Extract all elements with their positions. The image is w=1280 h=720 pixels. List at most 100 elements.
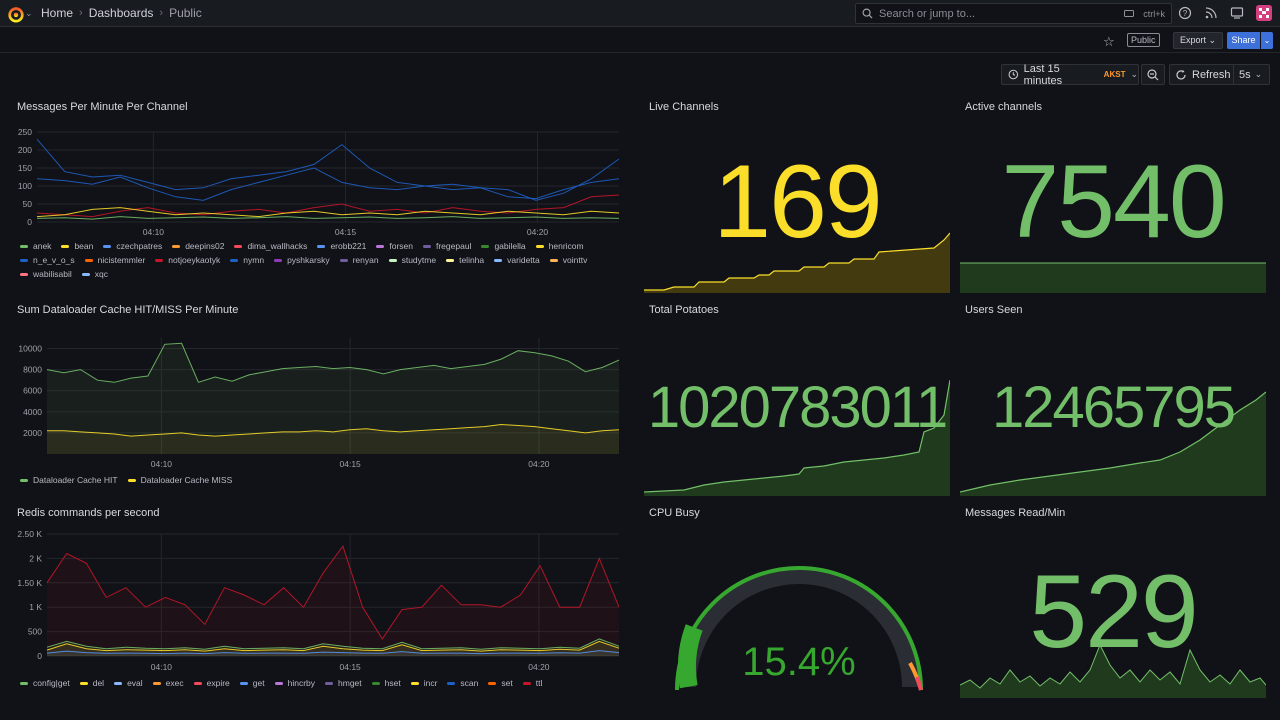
legend-swatch	[494, 258, 503, 262]
legend-swatch	[20, 272, 28, 276]
legend-item[interactable]: dima_wallhacks	[234, 241, 307, 251]
legend-item[interactable]: renyan	[339, 255, 379, 265]
legend-item[interactable]: del	[79, 678, 104, 688]
legend-item[interactable]: exec	[152, 678, 184, 688]
legend-swatch	[239, 681, 248, 685]
legend-item[interactable]: notjoeykaotyk	[155, 255, 220, 265]
y-tick-label: 2000	[23, 428, 42, 438]
export-button[interactable]: Export ⌄	[1173, 32, 1224, 49]
legend-label: fregepaul	[435, 241, 472, 251]
panel-title-messages-per-minute[interactable]: Messages Per Minute Per Channel	[17, 101, 188, 113]
legend-swatch	[20, 478, 28, 482]
star-icon[interactable]: ☆	[1103, 34, 1115, 49]
grafana-logo-icon[interactable]	[7, 5, 25, 23]
series-area	[47, 546, 619, 656]
legend-item[interactable]: studytme	[388, 255, 436, 265]
legend-item[interactable]: Dataloader Cache MISS	[127, 475, 233, 485]
redis-commands-chart[interactable]: 2.50 K 2 K 1.50 K 1 K 500 0 04:10 04:15 04:20	[10, 527, 625, 673]
legend-item[interactable]: nymn	[230, 255, 264, 265]
legend-label: erobb221	[330, 241, 367, 251]
y-tick-label: 4000	[23, 407, 42, 417]
legend-swatch	[172, 244, 181, 248]
search-input[interactable]: Search or jump to... ctrl+k	[855, 3, 1172, 24]
dataloader-cache-chart[interactable]: 10000 8000 6000 4000 2000 04:10 04:15 04:20	[10, 330, 625, 470]
legend-item[interactable]: scan	[447, 678, 478, 688]
series-line	[46, 650, 620, 655]
legend-item[interactable]: xqc	[81, 269, 108, 279]
legend-item[interactable]: erobb221	[317, 241, 366, 251]
panel-title-users-seen[interactable]: Users Seen	[965, 304, 1023, 316]
share-button[interactable]: Share	[1227, 32, 1260, 49]
messages-per-minute-chart[interactable]: 250 200 150 100 50 0 04:10 04:15 04:20	[10, 122, 625, 238]
legend-item[interactable]: forsen	[376, 241, 413, 251]
time-range-picker[interactable]: Last 15 minutes AKST ⌄	[1001, 63, 1139, 87]
breadcrumb-dashboards[interactable]: Dashboards	[88, 6, 154, 20]
legend-item[interactable]: n_e_v_o_s	[20, 255, 75, 265]
breadcrumb-home[interactable]: Home	[41, 6, 74, 20]
legend-item[interactable]: gabilella	[481, 241, 526, 251]
avatar[interactable]	[1256, 5, 1272, 21]
zoom-out-button[interactable]	[1141, 64, 1165, 85]
panel-title-active-channels[interactable]: Active channels	[965, 101, 1043, 113]
legend-item[interactable]: henricom	[535, 241, 584, 251]
legend-swatch	[446, 258, 455, 262]
panel-title-redis-commands[interactable]: Redis commands per second	[17, 507, 160, 519]
top-navigation-bar: ⌄ Home › Dashboards › Public Search or j…	[0, 0, 1280, 27]
legend-item[interactable]: incr	[410, 678, 437, 688]
tv-mode-icon[interactable]	[1230, 6, 1244, 20]
legend-item[interactable]: hset	[371, 678, 401, 688]
refresh-interval-picker[interactable]: 5s ⌄	[1233, 64, 1270, 85]
legend-item[interactable]: get	[239, 678, 265, 688]
legend-item[interactable]: deepins02	[172, 241, 224, 251]
legend-label: gabilella	[494, 241, 526, 251]
legend-swatch	[410, 681, 419, 685]
chevron-down-icon: ⌄	[1208, 35, 1217, 45]
legend-swatch	[522, 681, 531, 685]
help-icon[interactable]: ?	[1178, 6, 1192, 20]
total-potatoes-sparkline	[644, 380, 950, 496]
legend-item[interactable]: anek	[20, 241, 51, 251]
dataloader-cache-legend: Dataloader Cache HIT Dataloader Cache MIS…	[20, 475, 620, 485]
legend-label: exec	[165, 678, 184, 688]
x-tick-label: 04:10	[151, 662, 173, 672]
panel-title-cpu-busy[interactable]: CPU Busy	[649, 507, 700, 519]
chevron-right-icon: ›	[79, 7, 83, 19]
legend-item[interactable]: Dataloader Cache HIT	[20, 475, 118, 485]
legend-item[interactable]: bean	[61, 241, 93, 251]
legend-item[interactable]: expire	[193, 678, 230, 688]
legend-item[interactable]: czechpatres	[103, 241, 162, 251]
series-line	[46, 342, 620, 383]
legend-item[interactable]: eval	[114, 678, 143, 688]
legend-item[interactable]: pyshkarsky	[274, 255, 330, 265]
y-tick-label: 2 K	[29, 553, 42, 563]
legend-swatch	[549, 258, 558, 262]
legend-label: Dataloader Cache MISS	[140, 475, 233, 485]
cpu-busy-gauge	[675, 566, 923, 691]
series-area	[47, 424, 619, 454]
legend-swatch	[79, 681, 88, 685]
cpu-busy-value: 15.4%	[742, 640, 856, 684]
legend-item[interactable]: hincrby	[274, 678, 315, 688]
panel-title-dataloader-cache[interactable]: Sum Dataloader Cache HIT/MISS Per Minute	[17, 304, 239, 316]
legend-item[interactable]: set	[488, 678, 513, 688]
legend-label: forsen	[389, 241, 413, 251]
legend-item[interactable]: wabilisabil	[20, 269, 72, 279]
legend-item[interactable]: fregepaul	[422, 241, 472, 251]
panel-title-messages-read[interactable]: Messages Read/Min	[965, 507, 1066, 519]
legend-item[interactable]: vointtv	[549, 255, 587, 265]
legend-item[interactable]: config|get	[20, 678, 70, 688]
legend-item[interactable]: ttl	[522, 678, 542, 688]
legend-label: Dataloader Cache HIT	[33, 475, 118, 485]
legend-item[interactable]: varidetta	[494, 255, 540, 265]
y-tick-label: 6000	[23, 386, 42, 396]
rss-icon[interactable]	[1204, 6, 1218, 20]
refresh-button[interactable]: Refresh	[1169, 64, 1234, 85]
panel-title-total-potatoes[interactable]: Total Potatoes	[649, 304, 719, 316]
menu-chevron-down-icon[interactable]: ⌄	[25, 8, 33, 18]
legend-item[interactable]: nicistemmler	[84, 255, 145, 265]
series-line	[36, 216, 620, 220]
share-options-chevron-down-icon[interactable]: ⌄	[1261, 32, 1273, 49]
legend-item[interactable]: hmget	[325, 678, 362, 688]
panel-title-live-channels[interactable]: Live Channels	[649, 101, 719, 113]
legend-item[interactable]: telinha	[446, 255, 484, 265]
